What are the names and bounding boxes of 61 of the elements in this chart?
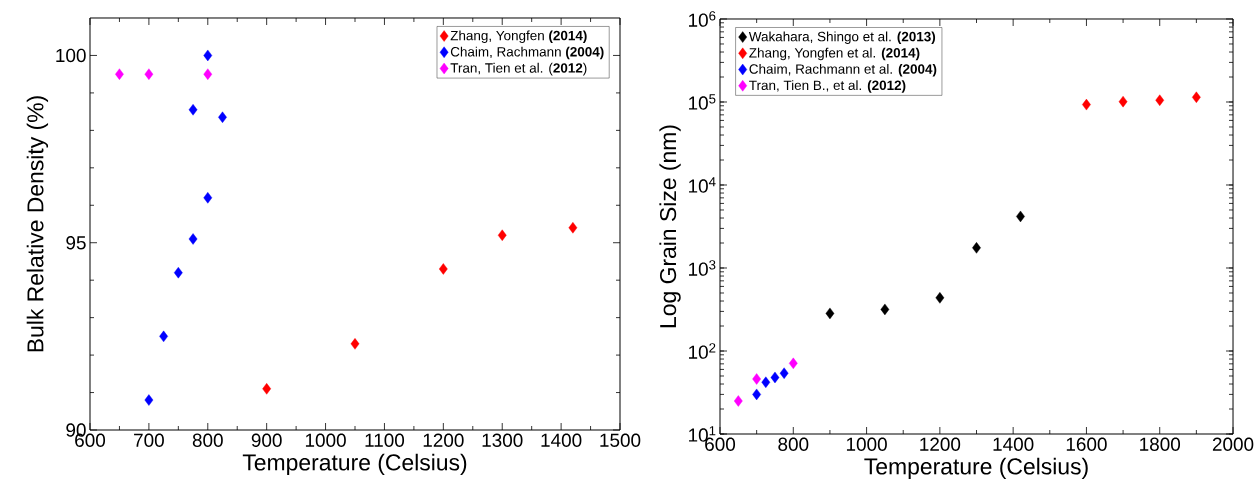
x-tick-label: 700 bbox=[134, 433, 164, 447]
y-tick-label: 100 bbox=[56, 48, 86, 63]
y-axis-title: Log Grain Size (nm) bbox=[659, 125, 681, 328]
point bbox=[1192, 91, 1201, 103]
x-tick-label: 1800 bbox=[1140, 437, 1181, 451]
point bbox=[825, 307, 835, 320]
point bbox=[880, 303, 890, 316]
y-tick-label: 10$^{6}$ bbox=[689, 11, 716, 27]
point bbox=[262, 383, 271, 395]
y-tick-label: 10$^{5}$ bbox=[689, 94, 716, 110]
x-tick-label: 1200 bbox=[920, 437, 961, 451]
point bbox=[218, 111, 227, 123]
point bbox=[203, 192, 213, 204]
point bbox=[1118, 95, 1128, 108]
x-tick-label: 1100 bbox=[365, 433, 405, 447]
point bbox=[497, 229, 507, 241]
point bbox=[734, 395, 743, 407]
x-tick-label: 1500 bbox=[600, 433, 641, 447]
y-tick-label: 10$^{4}$ bbox=[689, 177, 716, 193]
x-tick-label: 1400 bbox=[541, 433, 582, 447]
legend-label: Tran, Tien B., et al. (2012) bbox=[749, 80, 906, 93]
point bbox=[761, 376, 771, 388]
point bbox=[788, 357, 798, 370]
legend-label: Zhang, Yongfen et al. (2014) bbox=[749, 47, 920, 61]
y-tick-label: 95 bbox=[66, 236, 86, 250]
x-tick-label: 1600 bbox=[1066, 437, 1107, 451]
point bbox=[1155, 94, 1165, 106]
point bbox=[350, 338, 360, 350]
legend-label: Chaim, Rachmann (2004) bbox=[450, 46, 604, 60]
x-tick-label: 1400 bbox=[993, 437, 1034, 451]
point bbox=[935, 292, 945, 304]
point bbox=[144, 68, 154, 80]
point bbox=[568, 222, 578, 234]
point bbox=[972, 242, 981, 254]
point bbox=[779, 367, 789, 379]
x-tick-label: 2000 bbox=[1212, 437, 1254, 451]
point bbox=[752, 373, 761, 385]
x-axis-title: Temperature (Celsius) bbox=[864, 457, 1088, 480]
point bbox=[188, 104, 198, 116]
x-tick-label: 1200 bbox=[423, 433, 464, 447]
x-tick-label: 900 bbox=[251, 433, 282, 447]
legend-label: Wakahara, Shingo et al. (2013) bbox=[748, 31, 936, 45]
point bbox=[439, 263, 448, 275]
x-tick-label: 1300 bbox=[482, 433, 523, 447]
point bbox=[188, 233, 198, 245]
point bbox=[144, 394, 154, 406]
x-tick-label: 800 bbox=[192, 433, 223, 447]
point bbox=[203, 68, 213, 80]
legend-label: Chaim, Rachmann et al. (2004) bbox=[749, 63, 937, 77]
point bbox=[203, 49, 213, 62]
x-tick-label: 1000 bbox=[305, 433, 346, 447]
x-tick-label: 800 bbox=[778, 437, 809, 451]
x-tick-label: 1000 bbox=[846, 437, 887, 451]
x-axis-title: Temperature (Celsius) bbox=[242, 453, 467, 476]
y-tick-label: 10$^{2}$ bbox=[689, 343, 716, 359]
y-tick-label: 10$^{3}$ bbox=[689, 260, 716, 276]
legend-label: Tran, Tien et al. (2012) bbox=[450, 62, 587, 76]
point bbox=[115, 68, 124, 80]
point bbox=[770, 371, 780, 384]
legend-label: Zhang, Yongfen (2014) bbox=[450, 30, 587, 43]
y-axis-title: Bulk Relative Density (%) bbox=[26, 96, 49, 352]
